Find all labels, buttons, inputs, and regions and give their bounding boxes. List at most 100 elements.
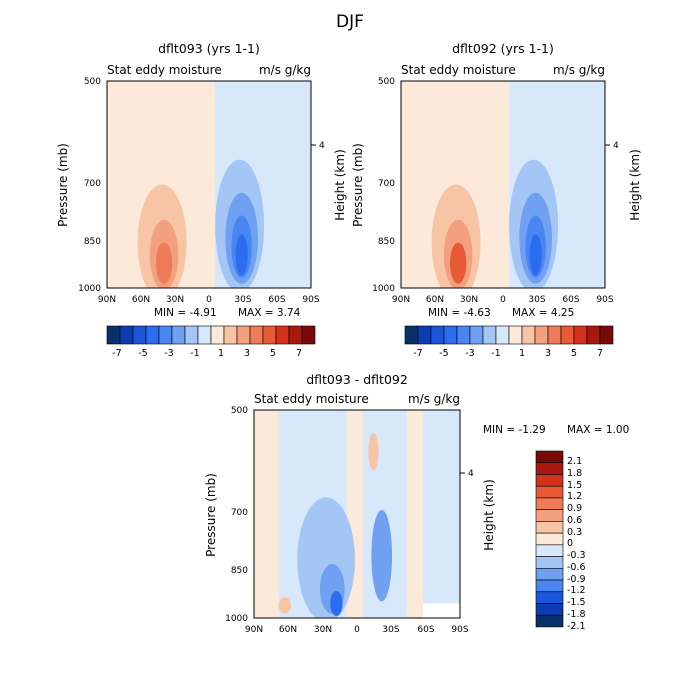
panel-1-xtick-30N: 30N [166,295,184,305]
panel-2-xtick-60N: 60N [426,295,444,305]
panel-2-colorbar-box-8 [495,325,510,345]
panel-1-max: MAX = 3.74 [238,307,301,319]
panel-3-ytick-700: 700 [231,508,248,518]
panel-2-cb-label-7: 5 [571,348,577,359]
panel-2: dflt092 (yrs 1-1) Stat eddy moisture m/s… [351,41,642,359]
panel-2-colorbar-box-9 [508,325,523,345]
panel-1-cb-label-6: 3 [244,348,250,359]
panel-2-ytick-700: 700 [378,179,395,189]
main-title: DJF [336,12,364,32]
panel-3-cb-label-10: -0.6 [567,562,586,573]
panel-2-colorbar-box-15 [586,325,601,345]
panel-2-field-positive-core [449,242,467,284]
panel-2-left-subtitle: Stat eddy moisture [401,63,516,77]
panel-3-cb-label-14: -1.8 [567,609,586,620]
panel-1-cb-label-7: 5 [270,348,276,359]
panel-1-ytick-850: 850 [84,237,101,247]
panel-3-colorbar-box-5 [535,497,564,510]
panel-1-colorbar-box-11 [236,325,251,345]
panel-2-ytick-1000: 1000 [372,284,395,294]
panel-1-xtick-90S: 90S [302,295,319,305]
panel-2-xtick-60S: 60S [562,295,579,305]
panel-3-cb-label-5: 0.9 [567,503,582,514]
panel-3-colorbar-box-11 [535,567,564,581]
panel-1-colorbar-box-8 [197,325,212,345]
panel-2-cb-label-5: 1 [519,348,525,359]
panel-1-cb-label-4: -1 [190,348,199,359]
panel-3-colorbar-box-1 [535,450,564,464]
panel-2-xtick-0: 0 [500,295,506,305]
panel-2-cb-label-4: -1 [491,348,500,359]
panel-2-y2tick-4: 4 [613,141,619,151]
panel-3-min: MIN = -1.29 [483,424,546,436]
panel-3-cb-label-15: -2.1 [567,621,586,632]
panel-3-left-subtitle: Stat eddy moisture [254,392,369,406]
panel-2-xtick-30S: 30S [528,295,545,305]
panel-1-colorbar-box-7 [184,325,199,345]
panel-3-cb-label-4: 1.2 [567,491,582,502]
panel-2-colorbar-box-16 [599,325,614,345]
panel-2-colorbar-box-1 [404,325,419,345]
panel-3-cb-label-9: -0.3 [567,550,586,561]
panel-1-colorbar-box-4 [145,325,160,345]
panel-1-colorbar-box-14 [275,325,290,345]
panel-3-colorbar [535,450,564,628]
panel-3-ytick-1000: 1000 [225,614,248,624]
panel-1-ylabel: Pressure (mb) [56,143,70,227]
panel-3-colorbar-box-9 [535,544,564,557]
panel-3-field-negative-core [330,590,343,616]
panel-2-colorbar-box-4 [443,325,458,345]
panel-3-field-blank [422,603,460,618]
panel-2-frame [400,80,606,289]
panel-3-colorbar-box-7 [535,521,564,534]
panel-2-colorbar [404,325,614,345]
panel-2-xtick-30N: 30N [460,295,478,305]
panel-1: dflt093 (yrs 1-1) Stat eddy moisture m/s… [56,41,347,359]
panel-3-ytick-500: 500 [231,406,248,416]
panel-3-cb-label-2: 1.8 [567,468,582,479]
panel-1-field [107,81,311,288]
panel-3-cb-label-13: -1.5 [567,597,586,608]
panel-1-cb-label-2: -5 [138,348,147,359]
panel-2-ylabel: Pressure (mb) [351,143,365,227]
panel-2-xtick-90S: 90S [596,295,613,305]
panel-2-colorbar-box-5 [456,325,471,345]
panel-1-ytick-1000: 1000 [78,284,101,294]
panel-1-cb-label-8: 7 [296,348,302,359]
panel-1-colorbar-box-1 [106,325,121,345]
panel-3-field-strip-3 [406,410,423,618]
panel-1-cb-label-3: -3 [164,348,173,359]
panel-1-colorbar-box-3 [132,325,147,345]
panel-3-ylabel: Pressure (mb) [204,473,218,557]
panel-1-cb-label-5: 1 [218,348,224,359]
panel-1-xtick-90N: 90N [98,295,116,305]
panel-1-colorbar-box-9 [210,325,225,345]
panel-2-cb-label-8: 7 [597,348,603,359]
panel-1-colorbar-box-10 [223,325,238,345]
panel-3-xtick-90N: 90N [245,625,263,635]
panel-2-y2label: Height (km) [628,149,642,220]
panel-1-colorbar-box-6 [171,325,186,345]
panel-3-y2tick-4: 4 [468,469,474,479]
panel-2-xtick-90N: 90N [392,295,410,305]
panel-3-colorbar-box-3 [535,474,564,487]
panel-1-frame [106,80,312,289]
panel-2-cb-label-6: 3 [545,348,551,359]
panel-1-min: MIN = -4.91 [154,307,217,319]
panel-3-cb-label-7: 0.3 [567,527,582,538]
panel-3-y2label: Height (km) [482,479,496,550]
panel-1-cb-label-1: -7 [112,348,121,359]
panel-1-xtick-60N: 60N [132,295,150,305]
panel-2-cb-label-3: -3 [465,348,474,359]
panel-3-xtick-90S: 90S [451,625,468,635]
panel-2-colorbar-box-12 [547,325,562,345]
panel-2-colorbar-box-3 [430,325,445,345]
panel-3-colorbar-box-15 [535,614,564,628]
panel-3-field-negative-lobe-3 [371,509,393,602]
panel-2-cb-label-2: -5 [439,348,448,359]
panel-1-colorbar-box-5 [158,325,173,345]
panel-3-colorbar-box-10 [535,556,564,569]
panel-3-cb-label-8: 0 [567,538,573,549]
panel-3-xtick-0: 0 [354,625,360,635]
